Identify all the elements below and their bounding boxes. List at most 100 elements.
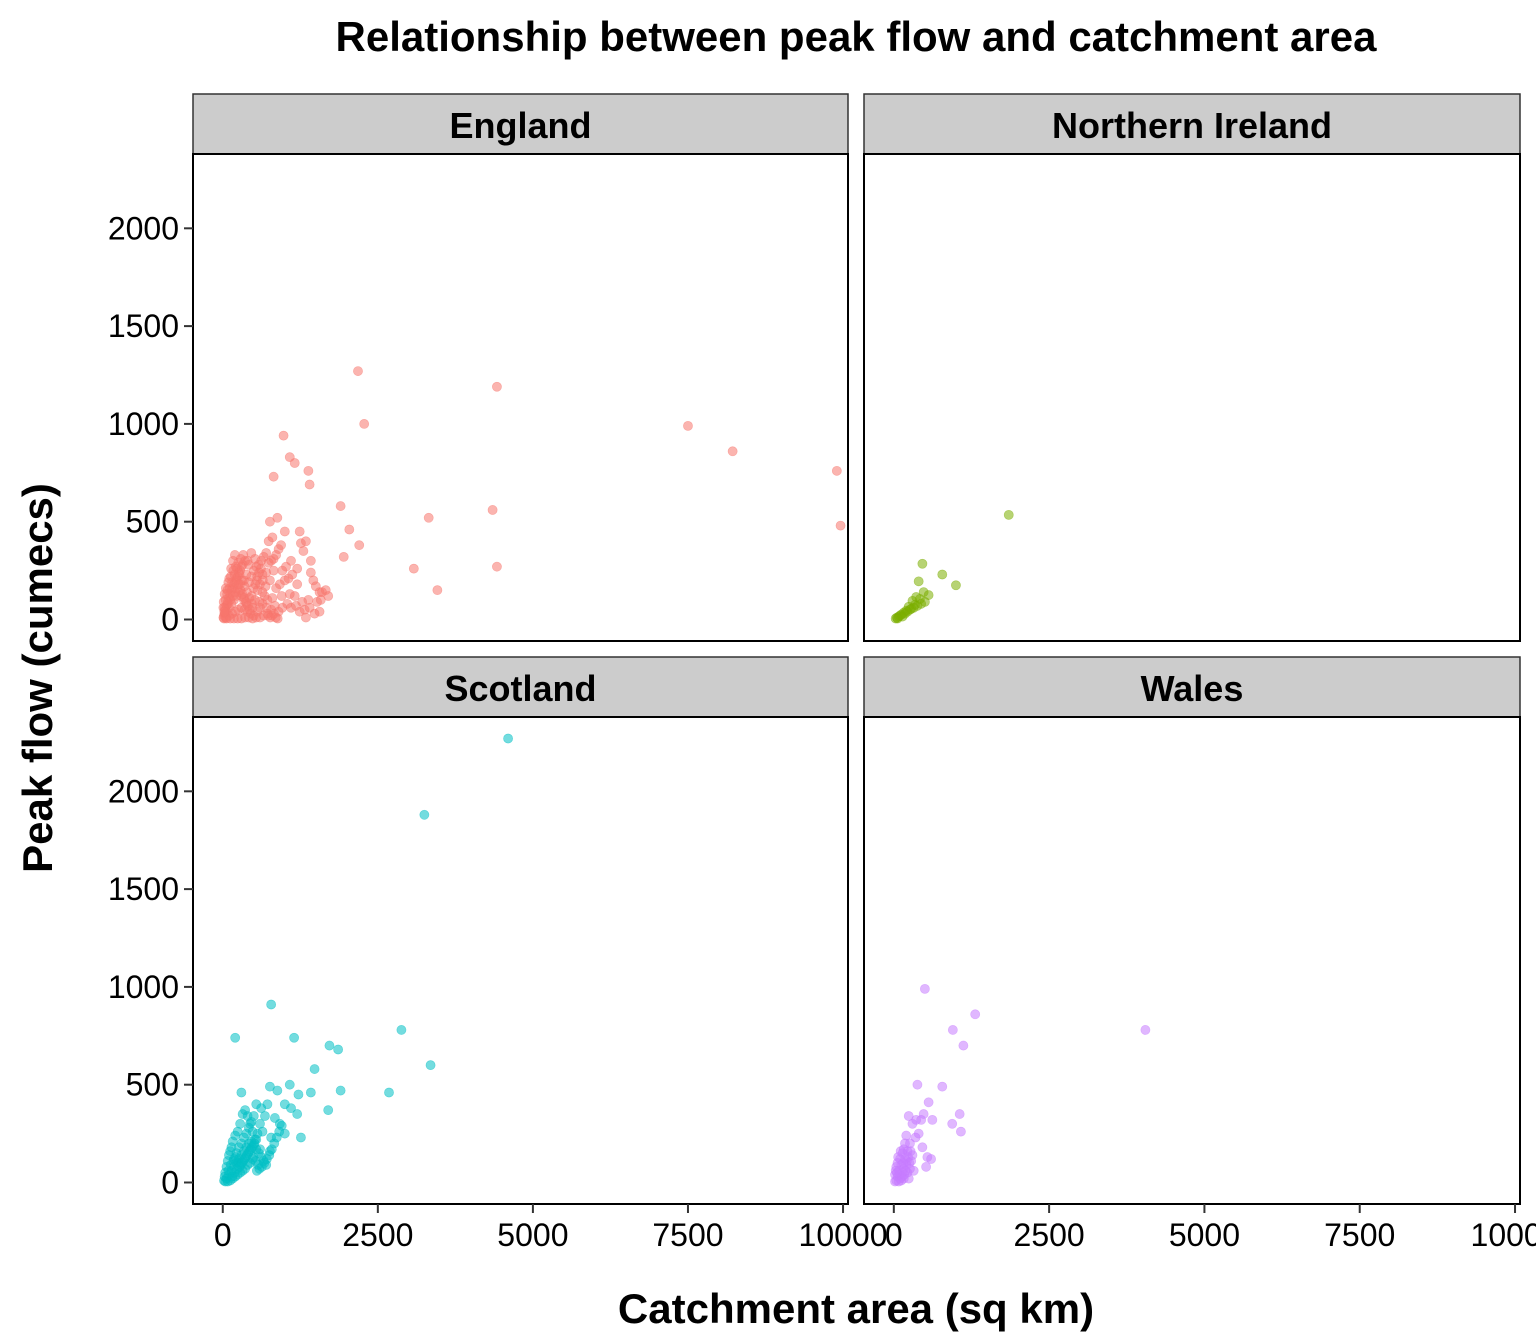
data-point	[937, 569, 948, 580]
data-point	[293, 1089, 304, 1100]
data-point	[236, 1087, 247, 1098]
x-tick-label: 2500	[342, 1217, 413, 1253]
data-point	[286, 1103, 296, 1114]
data-point	[492, 381, 502, 392]
data-point	[268, 471, 279, 482]
data-point	[835, 520, 846, 531]
data-point	[289, 1032, 300, 1043]
panel-border	[863, 153, 1521, 642]
data-point	[284, 589, 295, 599]
data-point	[344, 524, 355, 535]
data-point	[305, 555, 316, 566]
data-point	[947, 1025, 958, 1035]
y-axis-title: Peak flow (cumecs)	[14, 483, 61, 873]
data-point	[396, 1025, 407, 1035]
data-point	[432, 585, 443, 596]
facet-panel: Scotland 0 500 1000 1500 2000 0 2500 5000 7500 100…	[108, 656, 888, 1253]
data-point	[384, 1087, 394, 1098]
data-point	[954, 1109, 965, 1119]
data-point	[272, 512, 283, 523]
data-point	[335, 501, 346, 511]
facet-strip-label: England	[450, 105, 592, 146]
panel-border	[192, 716, 849, 1205]
data-point	[296, 1132, 306, 1143]
x-tick-label: 0	[214, 1217, 232, 1253]
data-point	[926, 1154, 936, 1164]
data-point	[292, 563, 303, 574]
data-point	[727, 446, 738, 457]
data-points	[890, 509, 1014, 624]
facet-strip-label: Northern Ireland	[1052, 105, 1332, 146]
data-point	[323, 591, 334, 601]
data-point	[408, 563, 419, 574]
data-point	[913, 576, 924, 587]
data-point	[271, 583, 282, 594]
y-tick-label: 1000	[108, 406, 179, 442]
data-point	[262, 1099, 273, 1110]
data-point	[305, 1087, 316, 1098]
x-tick-label: 0	[885, 1217, 903, 1253]
data-point	[266, 999, 277, 1010]
x-tick-label: 7500	[1324, 1217, 1395, 1253]
x-axis-title: Catchment area (sq km)	[618, 1285, 1094, 1332]
data-point	[230, 1032, 241, 1043]
data-point	[338, 551, 349, 562]
y-tick-label: 500	[126, 504, 179, 540]
data-point	[229, 550, 240, 560]
data-point	[354, 540, 365, 551]
data-point	[905, 1146, 916, 1157]
x-tick-label: 10000	[799, 1217, 888, 1253]
data-point	[260, 1111, 270, 1121]
data-point	[243, 559, 254, 570]
data-point	[220, 595, 231, 605]
facet-strip	[192, 656, 849, 718]
data-point	[277, 565, 288, 576]
data-point	[309, 1064, 320, 1074]
data-point	[256, 563, 266, 574]
data-point	[267, 532, 278, 543]
facet-strip	[863, 656, 1521, 718]
data-point	[937, 1081, 948, 1092]
data-point	[324, 1040, 335, 1051]
data-point	[249, 1138, 260, 1149]
data-point	[951, 580, 961, 591]
data-point	[419, 809, 430, 820]
data-point	[912, 1079, 923, 1090]
data-point	[947, 1118, 958, 1129]
data-point	[423, 512, 434, 523]
panel-background	[193, 717, 848, 1204]
data-point	[272, 613, 283, 624]
data-point	[907, 1118, 918, 1129]
facet-strip	[863, 93, 1521, 155]
y-tick-label: 0	[161, 1164, 179, 1200]
data-point	[222, 585, 233, 596]
x-tick-label: 10000	[1471, 1217, 1536, 1253]
data-point	[892, 1167, 902, 1178]
data-point	[276, 1120, 287, 1131]
data-point	[237, 1109, 248, 1119]
data-point	[916, 1114, 927, 1125]
y-tick-label: 2000	[108, 210, 179, 246]
facet-strip-label: Scotland	[444, 668, 596, 709]
y-tick-label: 500	[126, 1067, 179, 1103]
data-point	[300, 536, 311, 547]
data-point	[323, 1105, 334, 1116]
data-point	[333, 1044, 344, 1055]
y-tick-label: 1500	[108, 308, 179, 344]
chart-title: Relationship between peak flow and catch…	[336, 13, 1378, 60]
data-point	[312, 596, 322, 607]
facet-strip-label: Wales	[1141, 668, 1244, 709]
x-tick-label: 5000	[497, 1217, 568, 1253]
panel-background	[864, 717, 1520, 1204]
data-point	[279, 575, 290, 586]
data-point	[244, 604, 255, 615]
data-point	[1003, 509, 1014, 520]
data-point	[314, 606, 325, 617]
x-tick-label: 2500	[1014, 1217, 1085, 1253]
data-point	[272, 1085, 283, 1096]
y-tick-label: 0	[161, 601, 179, 637]
panels: England 0 500 1000 1500 2000 Northern Ireland S…	[108, 93, 1536, 1253]
panel-background	[864, 154, 1520, 641]
data-point	[219, 606, 230, 617]
